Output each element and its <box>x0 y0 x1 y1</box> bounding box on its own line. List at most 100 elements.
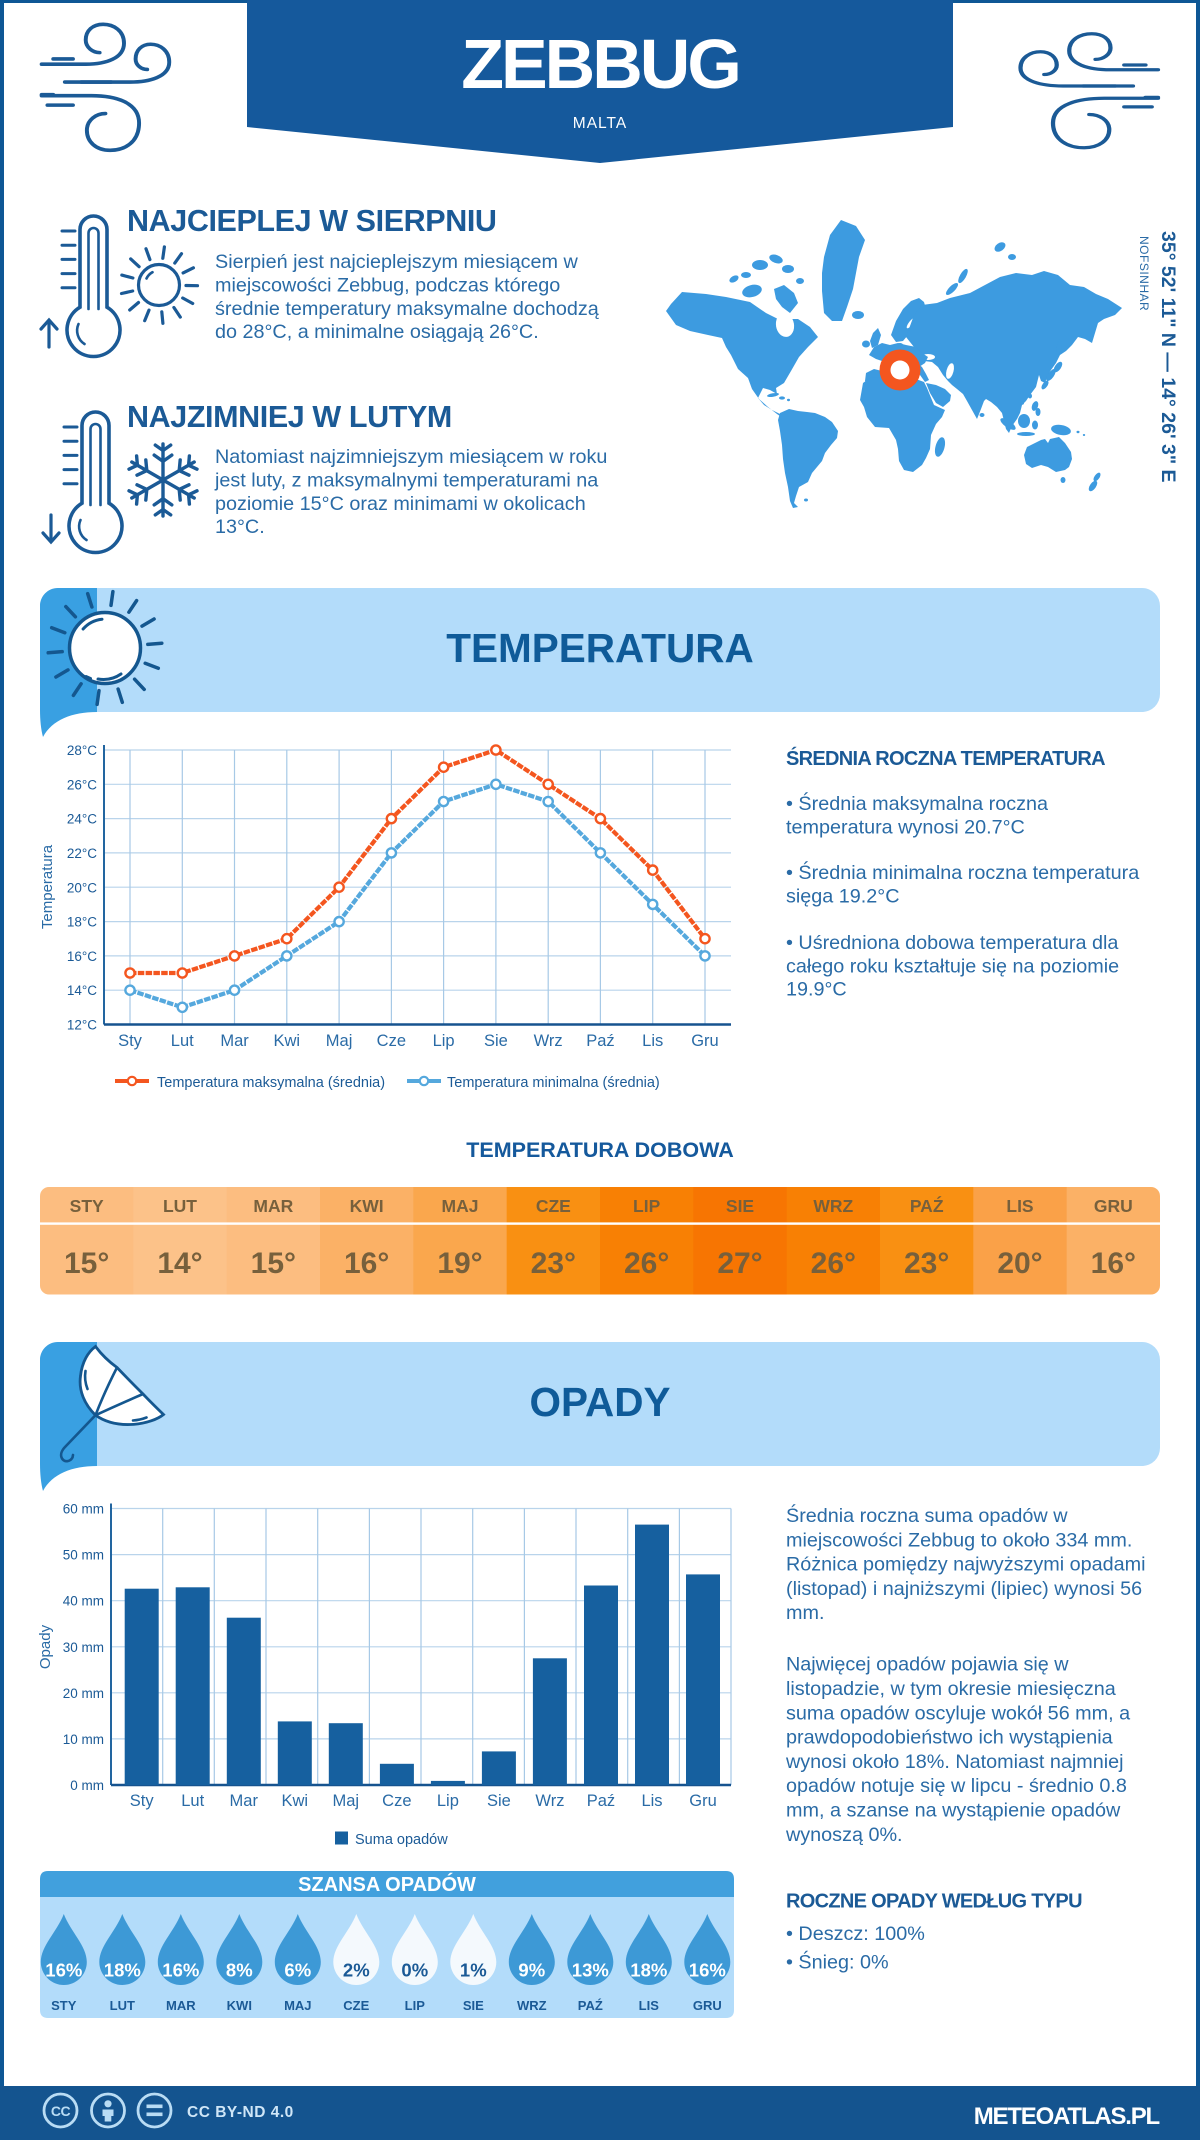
svg-text:mm, a szanse na wystąpienie op: mm, a szanse na wystąpienie opadów <box>786 1800 1121 1822</box>
svg-text:WRZ: WRZ <box>517 1998 547 2013</box>
svg-text:Kwi: Kwi <box>281 1792 308 1810</box>
svg-text:Temperatura maksymalna (średni: Temperatura maksymalna (średnia) <box>157 1075 385 1091</box>
svg-text:50 mm: 50 mm <box>63 1548 104 1563</box>
svg-text:STY: STY <box>51 1998 77 2013</box>
svg-text:60 mm: 60 mm <box>63 1502 104 1517</box>
svg-text:23°: 23° <box>904 1247 949 1280</box>
svg-text:Lut: Lut <box>171 1032 194 1050</box>
svg-text:• Średnia minimalna roczna tem: • Średnia minimalna roczna temperatura <box>786 860 1139 884</box>
svg-text:20°C: 20°C <box>67 880 97 895</box>
svg-text:Wrz: Wrz <box>534 1032 563 1050</box>
svg-text:CC: CC <box>51 2103 71 2119</box>
svg-text:16%: 16% <box>689 1959 726 1980</box>
svg-text:NAJZIMNIEJ W LUTYM: NAJZIMNIEJ W LUTYM <box>127 400 452 434</box>
svg-text:Lis: Lis <box>641 1792 662 1810</box>
svg-text:Lip: Lip <box>437 1792 459 1810</box>
svg-text:16°: 16° <box>344 1247 389 1280</box>
svg-text:9%: 9% <box>518 1959 545 1980</box>
svg-text:26°: 26° <box>811 1247 856 1280</box>
svg-text:Średnia roczna suma opadów w: Średnia roczna suma opadów w <box>786 1503 1068 1527</box>
svg-text:14°C: 14°C <box>67 983 97 998</box>
svg-text:wynoszą 0%.: wynoszą 0%. <box>785 1824 903 1846</box>
svg-text:Sie: Sie <box>484 1032 508 1050</box>
svg-text:13%: 13% <box>572 1959 609 1980</box>
svg-text:2%: 2% <box>343 1959 370 1980</box>
svg-text:19.9°C: 19.9°C <box>786 979 847 1001</box>
svg-text:16%: 16% <box>162 1959 199 1980</box>
svg-text:Temperatura: Temperatura <box>39 844 56 929</box>
svg-text:PAŹ: PAŹ <box>910 1195 944 1216</box>
svg-text:prawdopodobieństwo ich wystąpi: prawdopodobieństwo ich wystąpienia <box>786 1727 1113 1749</box>
svg-text:Gru: Gru <box>689 1792 717 1810</box>
svg-text:Suma opadów: Suma opadów <box>355 1832 448 1848</box>
svg-text:27°: 27° <box>717 1247 762 1280</box>
svg-text:14°: 14° <box>157 1247 202 1280</box>
svg-text:Różnica pomiędzy najwyższymi o: Różnica pomiędzy najwyższymi opadami <box>786 1554 1146 1576</box>
svg-text:0 mm: 0 mm <box>70 1778 104 1793</box>
svg-text:23°: 23° <box>531 1247 576 1280</box>
svg-text:Wrz: Wrz <box>535 1792 564 1810</box>
svg-text:LIP: LIP <box>405 1998 426 2013</box>
svg-text:CZE: CZE <box>536 1196 571 1216</box>
svg-text:(listopad) i najniższymi (lipi: (listopad) i najniższymi (lipiec) wynosi… <box>786 1578 1142 1600</box>
svg-text:20°: 20° <box>997 1247 1042 1280</box>
svg-text:OPADY: OPADY <box>529 1379 670 1425</box>
svg-text:18%: 18% <box>104 1959 141 1980</box>
svg-text:• Uśredniona dobowa temperatur: • Uśredniona dobowa temperatura dla <box>786 932 1118 954</box>
svg-text:KWI: KWI <box>350 1196 384 1216</box>
svg-text:listopadzie, w tym okresie mie: listopadzie, w tym okresie miesięczna <box>786 1678 1116 1700</box>
svg-text:Maj: Maj <box>333 1792 360 1810</box>
svg-text:METEOATLAS.PL: METEOATLAS.PL <box>974 2103 1160 2130</box>
svg-text:Lut: Lut <box>181 1792 204 1810</box>
svg-text:1%: 1% <box>460 1959 487 1980</box>
svg-text:Paź: Paź <box>587 1792 615 1810</box>
svg-text:mm.: mm. <box>786 1602 824 1624</box>
svg-text:22°C: 22°C <box>67 846 97 861</box>
svg-text:LUT: LUT <box>110 1998 135 2013</box>
svg-text:MAJ: MAJ <box>442 1196 479 1216</box>
svg-text:do 28°C, a minimalne osiągają: do 28°C, a minimalne osiągają 26°C. <box>215 321 539 343</box>
svg-text:35° 52' 11" N — 14° 26' 3" E: 35° 52' 11" N — 14° 26' 3" E <box>1157 231 1179 483</box>
svg-text:MAJ: MAJ <box>284 1998 311 2013</box>
svg-text:Sie: Sie <box>487 1792 511 1810</box>
svg-text:Najwięcej opadów pojawia się w: Najwięcej opadów pojawia się w <box>786 1654 1069 1676</box>
svg-text:15°: 15° <box>64 1247 109 1280</box>
svg-text:całego roku kształtuje się na: całego roku kształtuje się na poziomie <box>786 955 1119 977</box>
svg-text:Maj: Maj <box>326 1032 353 1050</box>
svg-text:Gru: Gru <box>691 1032 719 1050</box>
svg-text:15°: 15° <box>251 1247 296 1280</box>
svg-text:16°C: 16°C <box>67 949 97 964</box>
svg-text:40 mm: 40 mm <box>63 1594 104 1609</box>
svg-text:CC BY-ND 4.0: CC BY-ND 4.0 <box>187 2104 294 2121</box>
svg-text:wynosi około 18%. Natomiast na: wynosi około 18%. Natomiast najmniej <box>785 1751 1124 1773</box>
svg-text:WRZ: WRZ <box>813 1196 853 1216</box>
svg-text:18%: 18% <box>630 1959 667 1980</box>
svg-text:Cze: Cze <box>377 1032 406 1050</box>
svg-text:16%: 16% <box>45 1959 82 1980</box>
svg-text:• Śnieg: 0%: • Śnieg: 0% <box>786 1950 889 1974</box>
svg-text:• Średnia maksymalna roczna: • Średnia maksymalna roczna <box>786 791 1048 815</box>
svg-text:ROCZNE OPADY WEDŁUG TYPU: ROCZNE OPADY WEDŁUG TYPU <box>786 1891 1082 1913</box>
svg-text:TEMPERATURA: TEMPERATURA <box>446 625 754 671</box>
svg-text:LIS: LIS <box>1006 1196 1033 1216</box>
svg-text:12°C: 12°C <box>67 1018 97 1033</box>
svg-text:26°C: 26°C <box>67 777 97 792</box>
svg-text:sięga 19.2°C: sięga 19.2°C <box>786 885 899 907</box>
svg-text:MAR: MAR <box>166 1998 196 2013</box>
svg-text:TEMPERATURA DOBOWA: TEMPERATURA DOBOWA <box>466 1138 734 1162</box>
svg-text:SIE: SIE <box>463 1998 484 2013</box>
svg-text:Mar: Mar <box>220 1032 249 1050</box>
svg-text:• Deszcz: 100%: • Deszcz: 100% <box>786 1923 925 1945</box>
svg-text:jest luty, z maksymalnymi temp: jest luty, z maksymalnymi temperaturami … <box>214 469 598 491</box>
svg-text:26°: 26° <box>624 1247 669 1280</box>
svg-text:MALTA: MALTA <box>573 115 627 132</box>
svg-text:Lip: Lip <box>433 1032 455 1050</box>
svg-text:KWI: KWI <box>227 1998 252 2013</box>
svg-text:Natomiast najzimniejszym miesi: Natomiast najzimniejszym miesiącem w rok… <box>215 446 607 468</box>
svg-text:PAŹ: PAŹ <box>578 1998 603 2013</box>
svg-text:średnie temperatury maksymalne: średnie temperatury maksymalne dochodzą <box>215 298 599 320</box>
svg-text:LIP: LIP <box>633 1196 661 1216</box>
svg-text:Sty: Sty <box>130 1792 155 1810</box>
svg-text:Lis: Lis <box>642 1032 663 1050</box>
svg-text:NAJCIEPLEJ W SIERPNIU: NAJCIEPLEJ W SIERPNIU <box>127 204 497 238</box>
